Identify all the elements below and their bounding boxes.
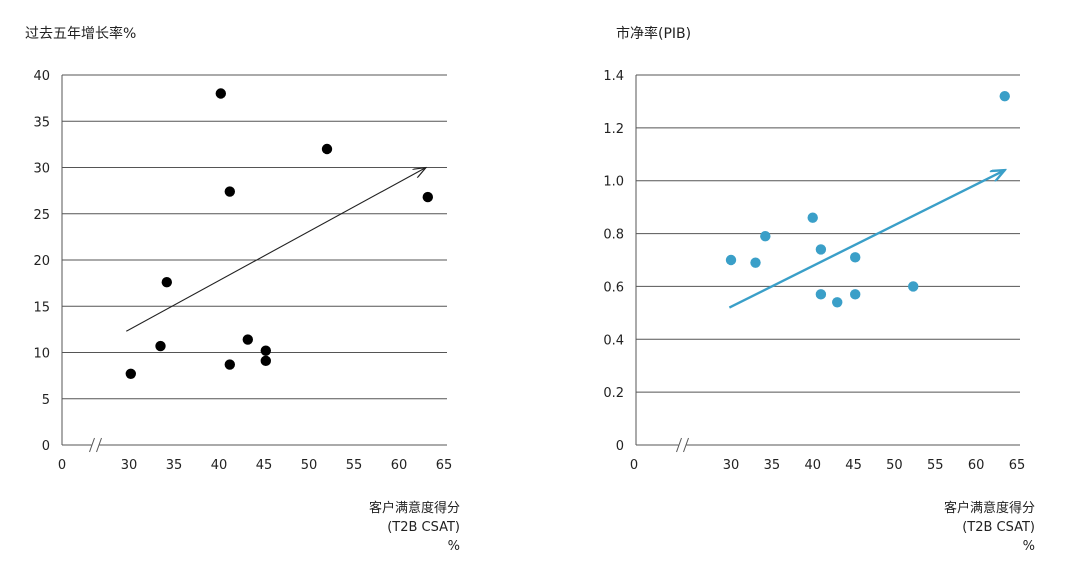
x-axis-title-line: 客户满意度得分 [369, 500, 460, 516]
trend-arrow [728, 170, 1004, 309]
y-tick-label: 15 [33, 300, 50, 315]
x-tick-label: 45 [256, 458, 273, 473]
x-tick-label: 30 [121, 458, 138, 473]
y-tick-label: 0.8 [603, 228, 624, 243]
data-point [815, 289, 827, 300]
axis-break-mark [676, 437, 682, 453]
data-point [908, 281, 919, 292]
x-tick-label: 45 [845, 458, 862, 473]
data-point [215, 88, 226, 99]
y-tick-label: 1.4 [603, 69, 624, 84]
price-to-book-chart: 市净率(PIB) 0 0.2 0.4 0.6 0.8 1.0 1.2 1.4 0 30 35 40 45 5… [603, 25, 1035, 554]
x-tick-label: 65 [436, 458, 453, 473]
x-tick-label: 40 [211, 458, 228, 473]
axis-break-mark [683, 437, 689, 453]
x-tick-label: 55 [927, 458, 944, 473]
x-tick-label: 50 [301, 458, 318, 473]
x-tick-label: 65 [1009, 458, 1026, 473]
axis-break-gap [91, 437, 100, 453]
data-point [422, 191, 433, 203]
growth-rate-chart: 过去五年增长率% 0 5 10 15 20 25 30 35 40 0 30 35 40 45 50 55 60 6… [25, 25, 460, 554]
data-point [725, 254, 737, 266]
data-point [260, 345, 271, 356]
data-point [125, 368, 136, 379]
y-tick-label: 5 [42, 393, 50, 408]
y-tick-label: 0 [42, 439, 50, 454]
x-tick-label: 55 [346, 458, 363, 473]
y-tick-label: 20 [33, 254, 50, 269]
data-point [999, 90, 1010, 102]
x-tick-label: 0 [58, 458, 66, 473]
y-tick-label: 1.2 [603, 122, 624, 137]
x-tick-label: 0 [630, 458, 638, 473]
data-point [224, 359, 235, 370]
axis-break-gap [678, 437, 687, 453]
data-point [850, 289, 861, 300]
y-tick-label: 25 [33, 208, 50, 223]
x-tick-label: 40 [804, 458, 821, 473]
trend-arrow [126, 168, 426, 332]
x-axis-title-line: % [448, 539, 460, 554]
data-point [260, 355, 271, 367]
y-tick-label: 30 [33, 162, 50, 177]
y-tick-label: 0 [616, 439, 624, 454]
data-point [850, 252, 861, 263]
data-point [242, 334, 253, 345]
x-tick-label: 35 [764, 458, 781, 473]
data-point [760, 231, 771, 242]
y-tick-label: 0.6 [603, 280, 624, 295]
x-axis-title-line: % [1023, 539, 1035, 554]
y-tick-label: 0.2 [603, 386, 624, 401]
x-axis-title-line: (T2B CSAT) [962, 520, 1035, 535]
x-axis-title-line: (T2B CSAT) [387, 520, 460, 535]
x-tick-label: 60 [968, 458, 985, 473]
y-tick-label: 35 [33, 115, 50, 130]
x-tick-label: 35 [166, 458, 183, 473]
x-axis-title-line: 客户满意度得分 [944, 500, 1035, 516]
data-point [815, 244, 827, 255]
y-axis-title: 过去五年增长率% [25, 25, 136, 42]
y-axis-title: 市净率(PIB) [616, 25, 691, 42]
data-point [321, 143, 333, 155]
data-point [155, 340, 166, 352]
x-tick-label: 60 [391, 458, 408, 473]
data-point [161, 277, 172, 288]
y-tick-label: 1.0 [603, 175, 624, 190]
data-point [807, 212, 818, 223]
x-tick-label: 30 [723, 458, 740, 473]
y-tick-label: 40 [33, 69, 50, 84]
data-point [832, 297, 843, 308]
data-point [750, 257, 761, 268]
x-tick-label: 50 [886, 458, 903, 473]
axis-break-mark [89, 437, 95, 453]
axis-break-mark [96, 437, 102, 453]
y-tick-label: 0.4 [603, 333, 624, 348]
data-point [224, 186, 235, 197]
y-tick-label: 10 [33, 347, 50, 362]
